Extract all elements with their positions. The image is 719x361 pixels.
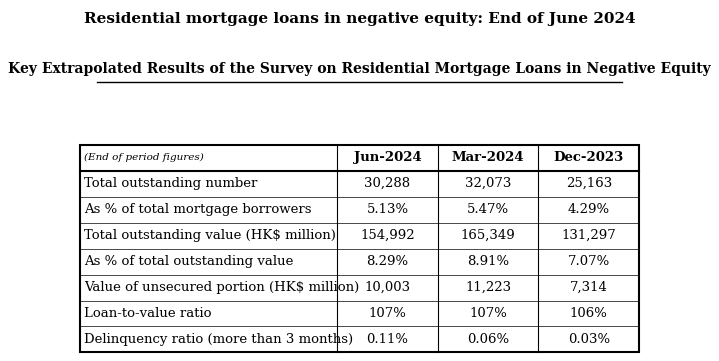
Text: Jun-2024: Jun-2024 — [354, 151, 421, 164]
Text: 5.13%: 5.13% — [367, 203, 408, 216]
Text: 5.47%: 5.47% — [467, 203, 509, 216]
Text: Value of unsecured portion (HK$ million): Value of unsecured portion (HK$ million) — [84, 281, 360, 294]
Text: Mar-2024: Mar-2024 — [452, 151, 524, 164]
Text: 32,073: 32,073 — [465, 177, 511, 190]
Text: 8.91%: 8.91% — [467, 255, 509, 268]
Text: Residential mortgage loans in negative equity: End of June 2024: Residential mortgage loans in negative e… — [83, 12, 636, 26]
Text: As % of total outstanding value: As % of total outstanding value — [84, 255, 294, 268]
Text: 25,163: 25,163 — [566, 177, 612, 190]
Text: 4.29%: 4.29% — [568, 203, 610, 216]
Text: Loan-to-value ratio: Loan-to-value ratio — [84, 307, 212, 320]
Text: (End of period figures): (End of period figures) — [84, 153, 204, 162]
Text: 8.29%: 8.29% — [367, 255, 408, 268]
Text: Dec-2023: Dec-2023 — [554, 151, 624, 164]
Text: 7.07%: 7.07% — [568, 255, 610, 268]
Text: As % of total mortgage borrowers: As % of total mortgage borrowers — [84, 203, 312, 216]
Text: 0.03%: 0.03% — [568, 333, 610, 346]
Text: Key Extrapolated Results of the Survey on Residential Mortgage Loans in Negative: Key Extrapolated Results of the Survey o… — [8, 62, 711, 76]
Text: 30,288: 30,288 — [365, 177, 411, 190]
Text: 0.11%: 0.11% — [367, 333, 408, 346]
Text: Total outstanding number: Total outstanding number — [84, 177, 258, 190]
Text: 107%: 107% — [369, 307, 406, 320]
Bar — [80, 145, 639, 352]
Text: 106%: 106% — [570, 307, 608, 320]
Text: 165,349: 165,349 — [461, 229, 516, 242]
Text: 7,314: 7,314 — [570, 281, 608, 294]
Text: Total outstanding value (HK$ million): Total outstanding value (HK$ million) — [84, 229, 336, 242]
Text: 154,992: 154,992 — [360, 229, 415, 242]
Text: 131,297: 131,297 — [562, 229, 616, 242]
Text: Delinquency ratio (more than 3 months): Delinquency ratio (more than 3 months) — [84, 333, 354, 346]
Text: 11,223: 11,223 — [465, 281, 511, 294]
Text: 107%: 107% — [470, 307, 507, 320]
Text: 0.06%: 0.06% — [467, 333, 509, 346]
Text: 10,003: 10,003 — [365, 281, 411, 294]
